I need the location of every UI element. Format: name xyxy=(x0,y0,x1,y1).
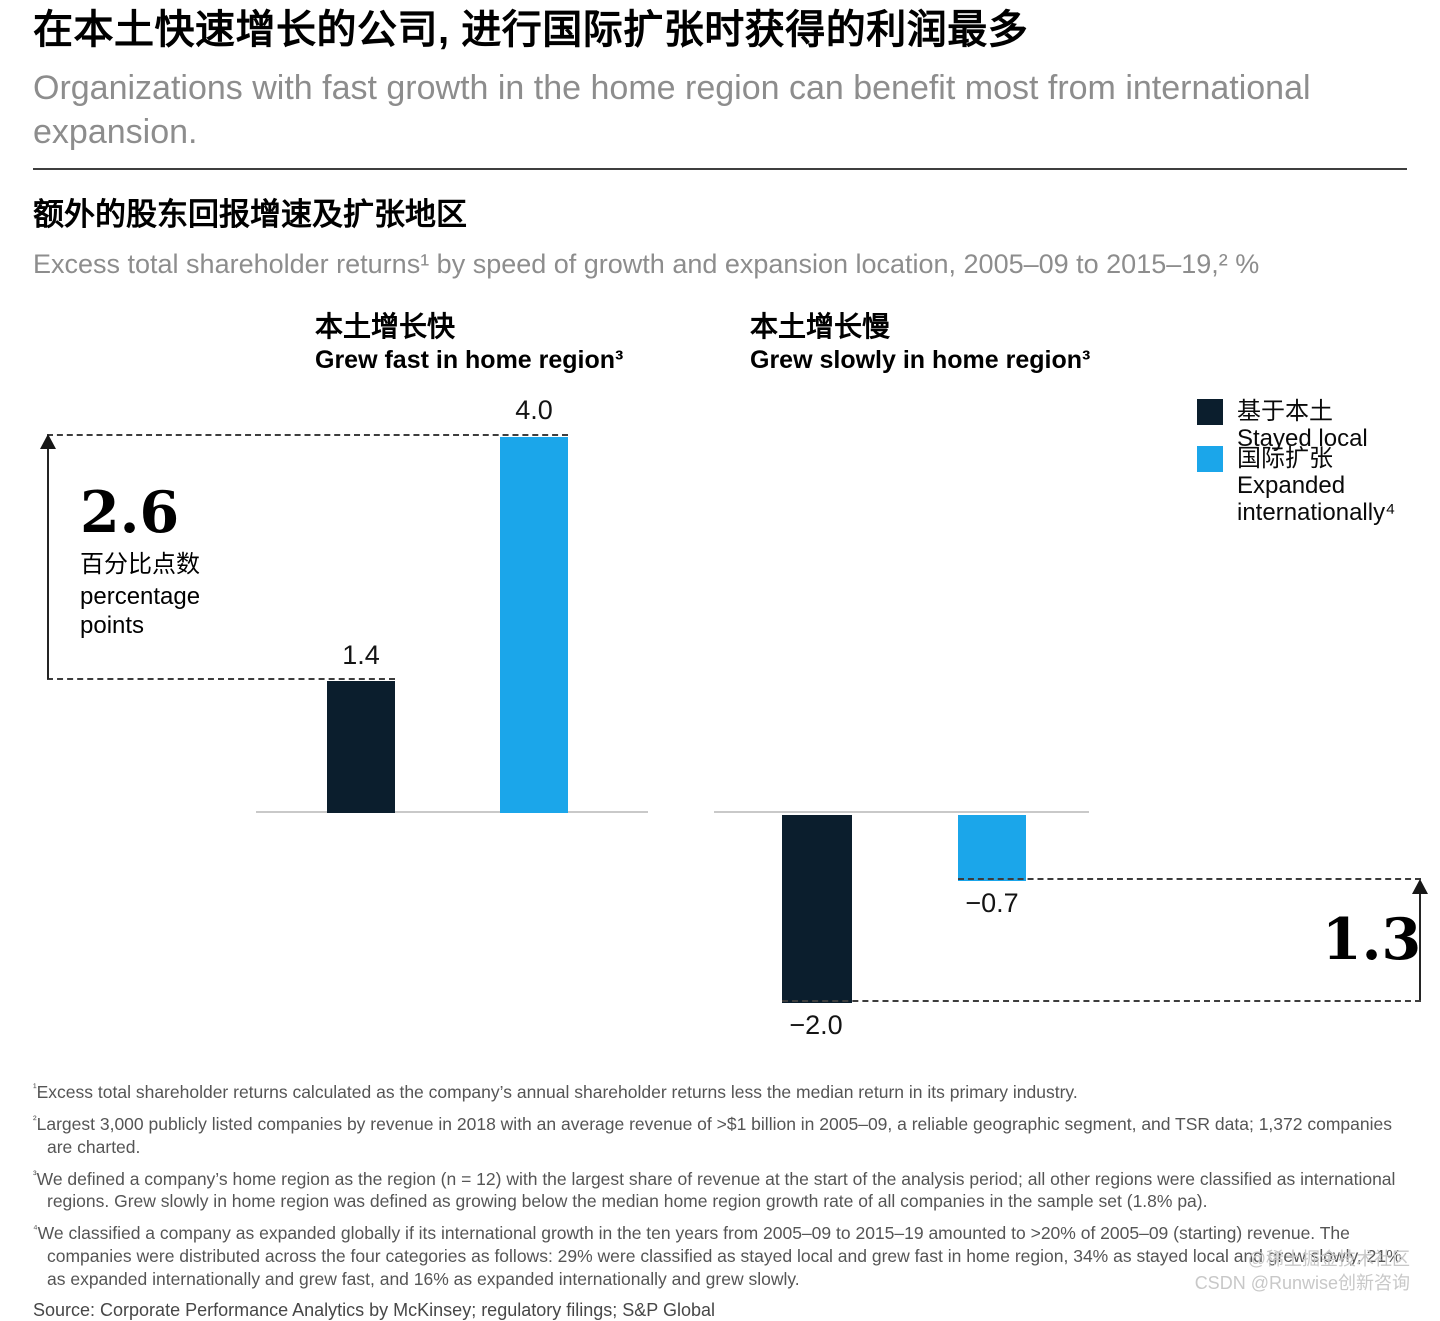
dashed-line-neg-2-0-level xyxy=(782,1000,1421,1002)
bar-grew-fast-expanded-internationally xyxy=(500,437,568,813)
value-label-4-0: 4.0 xyxy=(515,395,553,425)
bar-grew-fast-stayed-local xyxy=(327,681,395,813)
footnotes: ¹Excess total shareholder returns calcul… xyxy=(0,1045,1440,1321)
difference-caption-en: percentage points xyxy=(80,583,201,639)
page-title-zh: 在本土快速增长的公司, 进行国际扩张时获得的利润最多 xyxy=(33,8,1029,52)
legend-item-expanded-internationally: 国际扩张 Expanded internationally⁴ xyxy=(1197,445,1427,526)
arrow-up-icon-left xyxy=(40,434,56,449)
legend-swatch-expanded-internationally xyxy=(1197,445,1223,472)
legend-label-stayed-local: 基于本土 Stayed local xyxy=(1237,398,1423,452)
bar-chart: 本土增长快 Grew fast in home region³ 本土增长慢 Gr… xyxy=(0,280,1440,1045)
source-line: Source: Corporate Performance Analytics … xyxy=(33,1300,715,1321)
header-divider xyxy=(33,168,1407,170)
difference-value-1-3: 1.3 xyxy=(1322,906,1422,973)
legend-label-expanded-internationally-en: Expanded internationally⁴ xyxy=(1237,472,1396,526)
group-label-grew-fast-zh: 本土增长快 xyxy=(315,311,456,342)
page-header: 在本土快速增长的公司, 进行国际扩张时获得的利润最多 Organizations… xyxy=(0,0,1440,154)
footnote-1: ¹Excess total shareholder returns calcul… xyxy=(33,1077,1420,1104)
footnote-4-text: We classified a company as expanded glob… xyxy=(37,1223,1402,1290)
dashed-line-4-0-level xyxy=(47,434,568,436)
difference-value-2-6: 2.6 xyxy=(80,479,180,546)
group-label-grew-slowly-zh: 本土增长慢 xyxy=(750,311,891,342)
exhibit-subtitle-en: Excess total shareholder returns¹ by spe… xyxy=(33,249,1260,279)
watermark-line-2: CSDN @Runwise创新咨询 xyxy=(1194,1273,1410,1293)
legend: 基于本土 Stayed local 国际扩张 Expanded internatio… xyxy=(1197,398,1427,526)
footnote-3: ³We defined a company’s home region as t… xyxy=(33,1164,1420,1214)
legend-label-expanded-internationally: 国际扩张 Expanded internationally⁴ xyxy=(1237,445,1423,526)
footnote-3-text: We defined a company’s home region as th… xyxy=(36,1168,1396,1212)
page-title-en: Organizations with fast growth in the ho… xyxy=(33,69,1311,151)
value-label-1-4: 1.4 xyxy=(342,640,380,670)
difference-arrow-line-left xyxy=(47,438,49,679)
footnote-4: ⁴We classified a company as expanded glo… xyxy=(33,1218,1420,1291)
legend-label-stayed-local-en: Stayed local xyxy=(1237,425,1368,452)
difference-note-right: 1.3 xyxy=(1322,906,1422,973)
exhibit-header: 额外的股东回报增速及扩张地区 Excess total shareholder … xyxy=(0,170,1440,280)
legend-label-stayed-local-zh: 基于本土 xyxy=(1237,398,1333,425)
footnote-1-marker: ¹ xyxy=(33,1082,37,1094)
dashed-line-neg-0-7-level xyxy=(958,878,1421,880)
exhibit-title-zh: 额外的股东回报增速及扩张地区 xyxy=(33,197,467,232)
legend-item-stayed-local: 基于本土 Stayed local xyxy=(1197,398,1427,452)
footnote-3-marker: ³ xyxy=(33,1168,37,1181)
x-axis-right-group xyxy=(714,811,1089,813)
bar-grew-slowly-stayed-local xyxy=(782,815,852,1003)
footnote-4-marker: ⁴ xyxy=(33,1223,38,1236)
difference-caption-zh: 百分比点数 xyxy=(80,551,200,578)
footnote-2: ²Largest 3,000 publicly listed companies… xyxy=(33,1109,1420,1159)
group-label-grew-fast: 本土增长快 Grew fast in home region³ xyxy=(315,310,623,374)
difference-arrow-line-right xyxy=(1419,882,1421,1000)
legend-label-expanded-internationally-zh: 国际扩张 xyxy=(1237,445,1333,472)
value-label-neg-2-0: −2.0 xyxy=(789,1010,843,1040)
group-label-grew-fast-en: Grew fast in home region³ xyxy=(315,346,624,374)
footnote-2-marker: ² xyxy=(33,1113,37,1126)
x-axis-left-group xyxy=(256,811,648,813)
footnote-2-text: Largest 3,000 publicly listed companies … xyxy=(36,1113,1392,1157)
dashed-line-1-4-level xyxy=(47,678,395,680)
group-label-grew-slowly-en: Grew slowly in home region³ xyxy=(750,346,1091,374)
bar-grew-slowly-expanded-internationally xyxy=(958,815,1026,881)
watermark: @稀土掘金技术社区 CSDN @Runwise创新咨询 xyxy=(1195,1247,1410,1295)
difference-note-left: 2.6 百分比点数 percentage points xyxy=(80,479,230,640)
arrow-up-icon-right xyxy=(1412,879,1428,894)
legend-swatch-stayed-local xyxy=(1197,398,1223,425)
group-label-grew-slowly: 本土增长慢 Grew slowly in home region³ xyxy=(750,310,1090,374)
value-label-neg-0-7: −0.7 xyxy=(965,888,1019,918)
footnote-1-text: Excess total shareholder returns calcula… xyxy=(36,1081,1078,1102)
watermark-line-1: @稀土掘金技术社区 xyxy=(1247,1249,1410,1269)
